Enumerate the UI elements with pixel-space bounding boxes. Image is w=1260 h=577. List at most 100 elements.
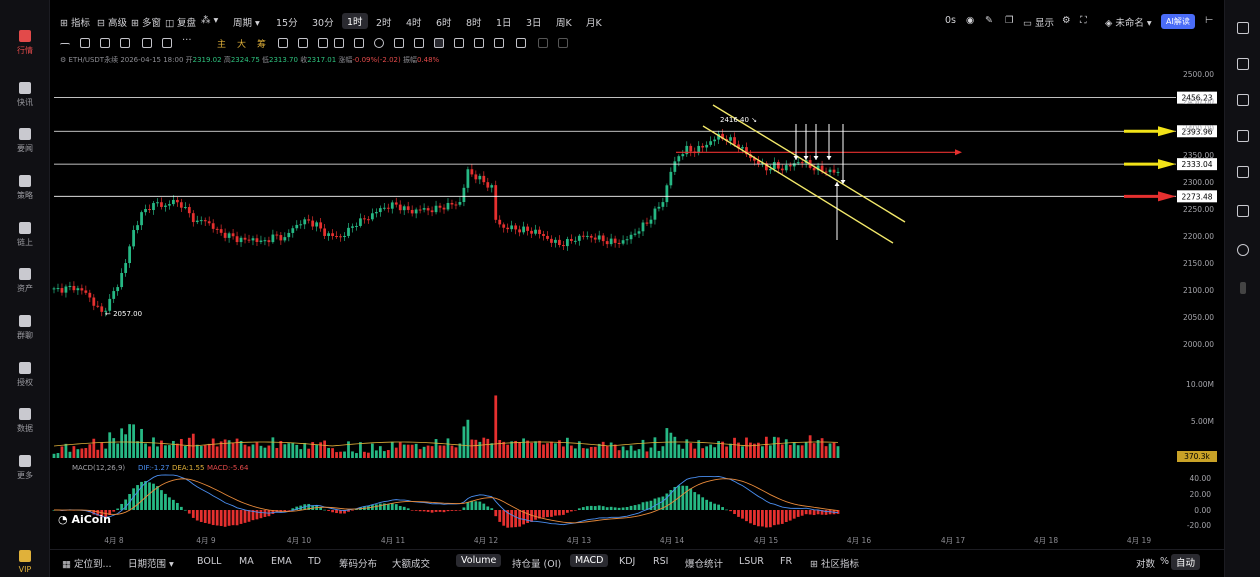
- main-force-toggle[interactable]: 主: [217, 40, 227, 50]
- volume-bar: [597, 443, 601, 458]
- exchange-icon[interactable]: [1237, 244, 1249, 256]
- horizontal-line-icon[interactable]: [60, 43, 70, 53]
- indicator-boll[interactable]: BOLL: [197, 556, 222, 567]
- grid-dropdown-button[interactable]: ⁂ ▾: [201, 15, 219, 26]
- camera-icon[interactable]: ◉: [966, 15, 975, 26]
- list-icon[interactable]: [1237, 58, 1249, 70]
- multi-lines-icon[interactable]: [100, 38, 110, 48]
- sidebar-item-onchain[interactable]: 链上: [0, 222, 50, 248]
- fullscreen-icon[interactable]: ⛶: [1080, 15, 1087, 26]
- auto-scale-toggle[interactable]: 自动: [1171, 554, 1201, 570]
- copy-icon[interactable]: ❐: [1005, 15, 1014, 26]
- indicator-chip-distribution[interactable]: 筹码分布: [339, 559, 378, 570]
- order-book-icon[interactable]: [1237, 22, 1249, 34]
- date-range-dropdown[interactable]: 日期范围 ▾: [128, 559, 174, 570]
- sidebar-item-auth[interactable]: 授权: [0, 362, 50, 388]
- subchart-fr[interactable]: FR: [780, 556, 793, 567]
- chip-toggle[interactable]: 筹: [257, 40, 267, 50]
- sidebar-item-news[interactable]: 要闻: [0, 128, 50, 154]
- robot-icon[interactable]: [1237, 205, 1249, 217]
- hide-icon[interactable]: [434, 38, 444, 48]
- macd-histogram-bar: [132, 488, 135, 510]
- bar-chart-icon[interactable]: [1237, 94, 1249, 106]
- trend-line-icon[interactable]: [120, 38, 130, 48]
- tag-icon[interactable]: [474, 38, 484, 48]
- subchart-rsi[interactable]: RSI: [653, 556, 669, 567]
- lock-icon[interactable]: [414, 38, 424, 48]
- ai-interpret-button[interactable]: AI解读: [1161, 14, 1195, 29]
- fib-icon[interactable]: [162, 38, 172, 48]
- close-value: 2317.01: [307, 56, 337, 64]
- price-chart[interactable]: MACD(12,26,9) DIF:-1.27 DEA:1.55 MACD:-5.64…: [0, 0, 1224, 548]
- subchart-volume[interactable]: Volume: [456, 554, 502, 567]
- volume-bar: [510, 441, 514, 458]
- lightning-icon[interactable]: [1237, 166, 1249, 178]
- subchart-macd[interactable]: MACD: [570, 554, 609, 567]
- display-button[interactable]: ▭ 显示: [1023, 18, 1055, 29]
- indicator-ema[interactable]: EMA: [271, 556, 292, 567]
- collapse-handle-icon[interactable]: [1240, 282, 1246, 294]
- link-icon[interactable]: [354, 38, 364, 48]
- interval-week[interactable]: 周K: [556, 18, 572, 29]
- more-icon[interactable]: ···: [182, 35, 192, 46]
- sidebar-item-vip[interactable]: VIP: [0, 550, 50, 574]
- parallel-lines-icon[interactable]: [80, 38, 90, 48]
- subchart-lsur[interactable]: LSUR: [739, 556, 764, 567]
- macd-histogram-bar: [271, 510, 275, 514]
- sidebar-item-more[interactable]: 更多: [0, 455, 50, 481]
- candle-body: [203, 220, 207, 222]
- subchart-oi[interactable]: 持仓量 (OI): [512, 559, 562, 570]
- interval-2h[interactable]: 2时: [376, 18, 392, 29]
- magnet-icon[interactable]: [394, 38, 404, 48]
- sidebar-item-strategy[interactable]: 策略: [0, 175, 50, 201]
- interval-30m[interactable]: 30分: [312, 18, 334, 29]
- filter-icon[interactable]: [494, 38, 504, 48]
- interval-3d[interactable]: 3日: [526, 18, 542, 29]
- indicator-ma[interactable]: MA: [239, 556, 254, 567]
- interval-1h[interactable]: 1时: [342, 13, 368, 29]
- subchart-liquidation[interactable]: 爆仓统计: [685, 559, 724, 570]
- text-icon[interactable]: [298, 38, 308, 48]
- sidebar-item-assets[interactable]: 资产: [0, 268, 50, 294]
- zoom-icon[interactable]: [374, 38, 384, 48]
- measure-icon[interactable]: [278, 38, 288, 48]
- collapse-icon[interactable]: ⊢: [1205, 15, 1214, 26]
- interval-15m[interactable]: 15分: [276, 18, 298, 29]
- community-indicator-button[interactable]: ⊞ 社区指标: [810, 559, 859, 570]
- indicator-large-trade[interactable]: 大额成交: [392, 559, 431, 570]
- ray-icon[interactable]: [142, 38, 152, 48]
- level-value-tag: [1177, 91, 1217, 104]
- locate-button[interactable]: ▦ 定位到...: [62, 559, 112, 570]
- eraser-icon[interactable]: [318, 38, 328, 48]
- pencil-icon[interactable]: ✎: [985, 15, 993, 26]
- sidebar-item-market[interactable]: 行情: [0, 24, 50, 56]
- eye-icon[interactable]: [454, 38, 464, 48]
- interval-6h[interactable]: 6时: [436, 18, 452, 29]
- large-order-toggle[interactable]: 大: [237, 40, 247, 50]
- layout-dropdown[interactable]: ◈ 未命名 ▾: [1105, 18, 1152, 29]
- settings-icon[interactable]: ⚙: [60, 56, 69, 64]
- history-icon[interactable]: [1237, 130, 1249, 142]
- settings-icon[interactable]: ⚙: [1062, 15, 1071, 26]
- candle-body: [625, 239, 629, 241]
- percent-scale-toggle[interactable]: %: [1160, 556, 1170, 567]
- period-dropdown[interactable]: 周期 ▾: [233, 18, 260, 29]
- redo-icon[interactable]: [558, 38, 568, 48]
- sidebar-item-flash[interactable]: 快讯: [0, 82, 50, 108]
- sidebar-item-data[interactable]: 数据: [0, 408, 50, 434]
- advanced-button[interactable]: ⊟ 高级: [97, 18, 127, 29]
- sidebar-item-chat[interactable]: 群聊: [0, 315, 50, 341]
- undo-icon[interactable]: [538, 38, 548, 48]
- interval-1d[interactable]: 1日: [496, 18, 512, 29]
- multi-window-button[interactable]: ⊞ 多窗: [131, 18, 161, 29]
- trash-icon[interactable]: [516, 38, 526, 48]
- log-scale-toggle[interactable]: 对数: [1136, 559, 1156, 570]
- indicator-td[interactable]: TD: [308, 556, 322, 567]
- subchart-kdj[interactable]: KDJ: [619, 556, 636, 567]
- interval-8h[interactable]: 8时: [466, 18, 482, 29]
- replay-button[interactable]: ◫ 复盘: [165, 18, 197, 29]
- interval-month[interactable]: 月K: [586, 18, 602, 29]
- interval-4h[interactable]: 4时: [406, 18, 422, 29]
- cursor-icon[interactable]: [334, 38, 344, 48]
- indicator-button[interactable]: ⊞ 指标: [60, 18, 90, 29]
